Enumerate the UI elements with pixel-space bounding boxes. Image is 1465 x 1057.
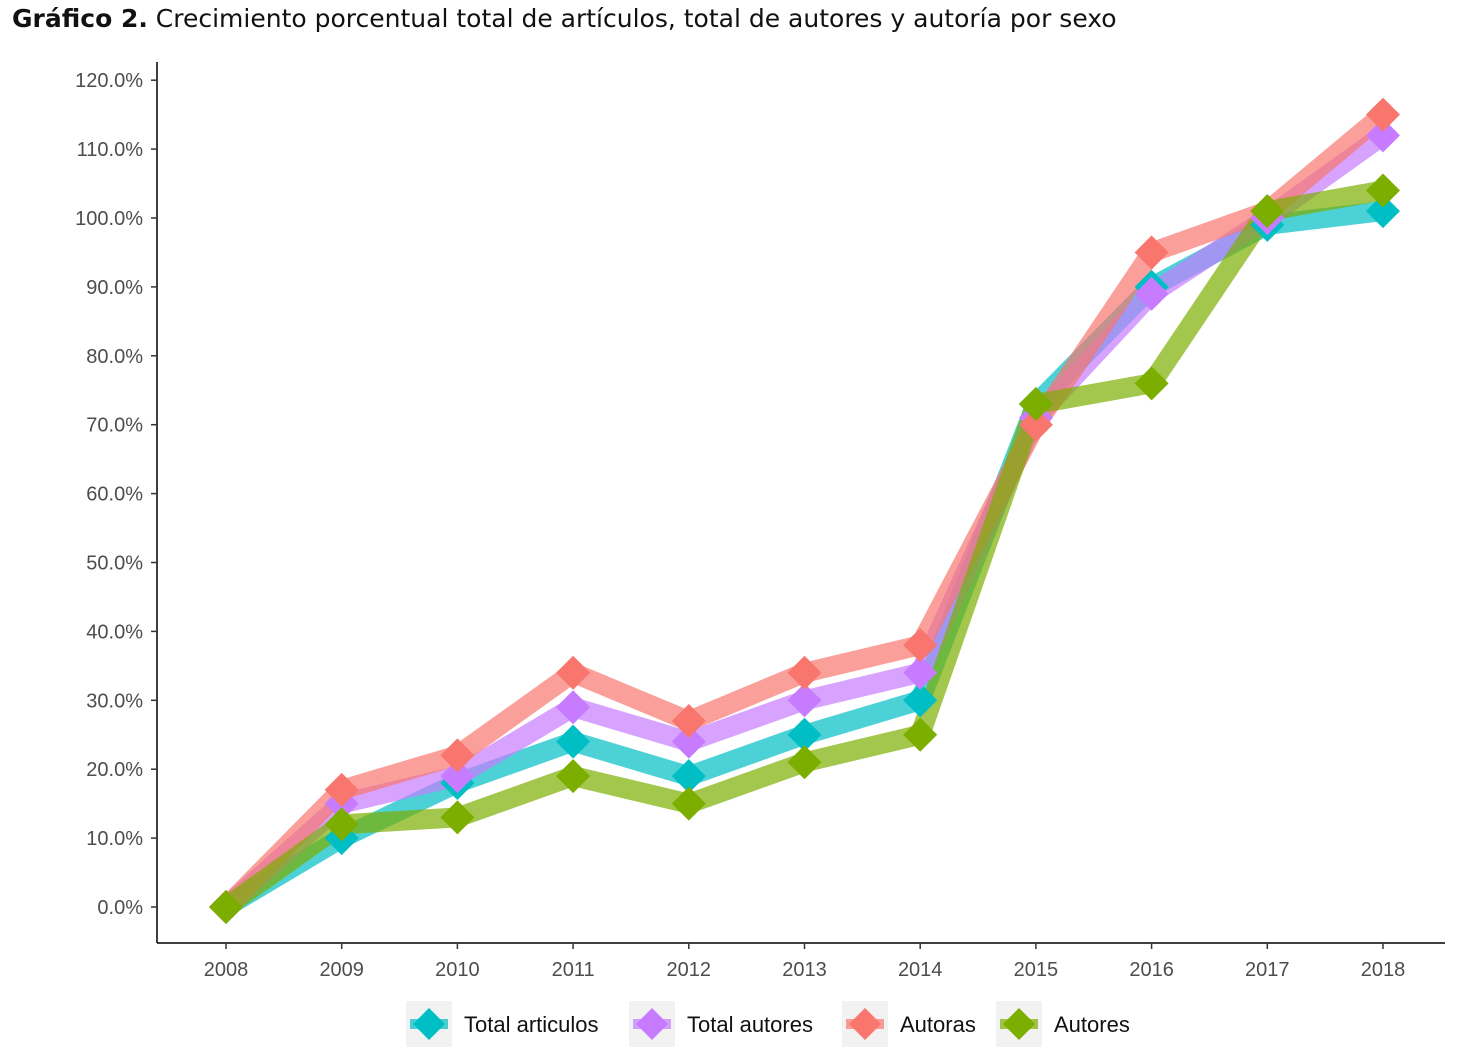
data-point (787, 683, 822, 718)
legend-label: Total autores (687, 1012, 813, 1037)
x-tick-label: 2009 (319, 959, 364, 981)
data-point (1366, 173, 1400, 208)
series-line (220, 201, 1385, 916)
y-tick-label: 60.0% (86, 484, 143, 506)
data-point (209, 890, 243, 924)
x-tick-label: 2010 (435, 959, 480, 981)
legend-label: Autores (1054, 1012, 1130, 1037)
data-point (440, 738, 475, 773)
y-tick-label: 0.0% (97, 897, 143, 919)
data-point (440, 800, 475, 835)
y-tick-label: 50.0% (86, 553, 143, 575)
data-point (903, 683, 938, 718)
x-tick-label: 2008 (204, 959, 249, 981)
legend-key-marker (636, 1008, 668, 1040)
data-point (671, 759, 706, 794)
legend-key-marker (849, 1008, 881, 1040)
data-point (556, 690, 591, 725)
data-point (1366, 97, 1400, 132)
x-tick-label: 2016 (1129, 959, 1174, 981)
data-point (671, 703, 706, 738)
data-point (903, 628, 938, 663)
chart-axes: 0.0% 10.0% 20.0% 30.0% 40.0% 50.0% 60.0% 70.0% 8… (75, 62, 1445, 981)
y-tick-label: 120.0% (75, 70, 143, 92)
legend-key-marker (413, 1008, 445, 1040)
chart-series-markers (209, 97, 1400, 924)
x-tick-label: 2015 (1014, 959, 1059, 981)
data-point (324, 807, 359, 842)
data-point (556, 724, 591, 759)
data-point (787, 717, 822, 752)
data-point (1250, 194, 1285, 229)
data-point (903, 717, 938, 752)
data-point (671, 724, 706, 759)
data-point (787, 745, 822, 780)
y-tick-label: 80.0% (86, 346, 143, 368)
data-point (903, 655, 938, 690)
x-tick-label: 2013 (782, 959, 827, 981)
data-point (1134, 276, 1169, 311)
data-point (1134, 366, 1169, 401)
x-tick-label: 2014 (898, 959, 943, 981)
legend-key-marker (1003, 1008, 1035, 1040)
y-tick-label: 20.0% (86, 759, 143, 781)
legend-label: Autoras (900, 1012, 976, 1037)
data-point (1366, 118, 1400, 153)
y-tick-label: 40.0% (86, 621, 143, 643)
data-point (440, 759, 475, 794)
x-tick-label: 2017 (1245, 959, 1290, 981)
data-point (787, 655, 822, 690)
x-tick-label: 2011 (552, 959, 595, 981)
legend-label: Total articulos (464, 1012, 599, 1037)
x-tick-label: 2012 (667, 959, 712, 981)
chart-title-text: Crecimiento porcentual total de artículo… (155, 4, 1117, 33)
y-tick-label: 100.0% (75, 208, 143, 230)
series-line (219, 127, 1389, 915)
chart-legend: Total articulos Total autores Autoras Autor… (406, 1001, 1130, 1047)
data-point (1134, 235, 1169, 270)
y-tick-label: 30.0% (86, 690, 143, 712)
data-point (1018, 407, 1053, 442)
x-tick-label: 2018 (1361, 959, 1406, 981)
chart-title: Gráfico 2. Crecimiento porcentual total … (12, 4, 1117, 33)
data-point (1018, 387, 1053, 422)
y-tick-label: 90.0% (86, 277, 143, 299)
data-point (324, 772, 359, 807)
y-tick-label: 70.0% (86, 415, 143, 437)
y-tick-label: 10.0% (86, 828, 143, 850)
chart-title-prefix: Gráfico 2. (12, 4, 148, 33)
y-tick-label: 110.0% (77, 139, 144, 161)
chart-series-lines (218, 106, 1390, 916)
data-point (1366, 194, 1400, 229)
data-point (556, 655, 591, 690)
data-point (556, 759, 591, 794)
data-point (671, 786, 706, 821)
